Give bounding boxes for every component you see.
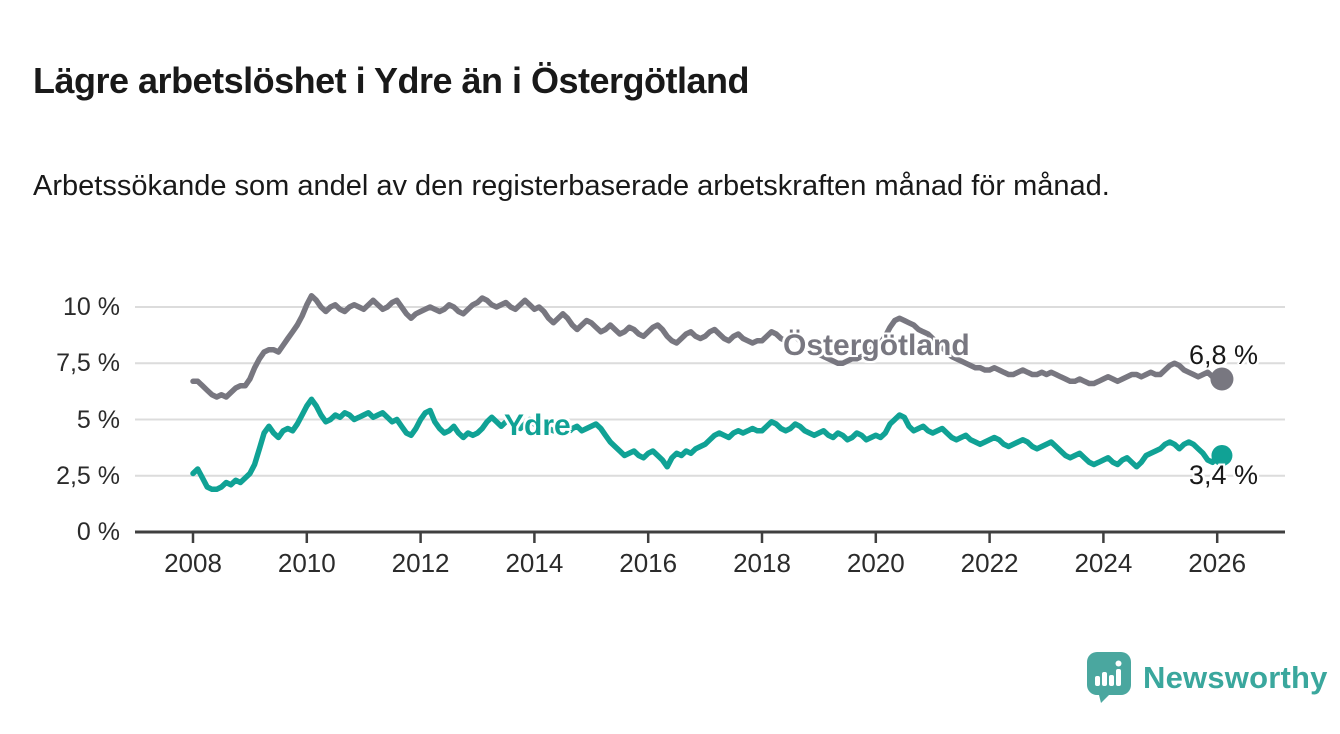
x-axis-label: 2024 <box>1074 548 1133 578</box>
newsworthy-logo-icon <box>1087 652 1131 703</box>
series-line-ydre <box>190 396 1225 493</box>
y-axis-label: 0 % <box>76 518 120 546</box>
series-label-ydre: Ydre <box>504 409 571 442</box>
x-axis-label: 2018 <box>733 548 791 578</box>
x-axis-label: 2022 <box>960 548 1019 578</box>
x-axis-label: 2010 <box>277 548 336 578</box>
end-value-ostergotland: 6,8 % <box>1188 340 1258 370</box>
y-axis-label: 5 % <box>76 405 120 434</box>
y-axis-label: 10 % <box>63 293 120 321</box>
x-axis-label: 2012 <box>391 548 450 578</box>
x-axis-label: 2008 <box>164 548 222 578</box>
x-axis-label: 2020 <box>846 548 905 578</box>
x-axis-label: 2014 <box>505 548 564 578</box>
x-axis-label: 2026 <box>1188 548 1247 578</box>
end-value-ydre: 3,4 % <box>1188 460 1258 490</box>
series-label-ostergotland: Östergötland <box>783 329 970 362</box>
series-end-dot-ydre <box>1211 445 1233 466</box>
y-axis-label: 2,5 % <box>56 461 120 490</box>
y-axis-label: 7,5 % <box>56 349 120 378</box>
x-axis-label: 2016 <box>619 548 678 578</box>
newsworthy-logo-text: Newsworthy <box>1143 659 1328 695</box>
series-line-ostergotland <box>190 293 1225 400</box>
newsworthy-branding: Newsworthy <box>1087 652 1328 703</box>
page-title: Lägre arbetslöshet i Ydre än i Östergötl… <box>33 60 750 102</box>
chart-subtitle: Arbetssökande som andel av den registerb… <box>33 170 1110 202</box>
series-end-dot-ostergotland <box>1210 367 1234 391</box>
